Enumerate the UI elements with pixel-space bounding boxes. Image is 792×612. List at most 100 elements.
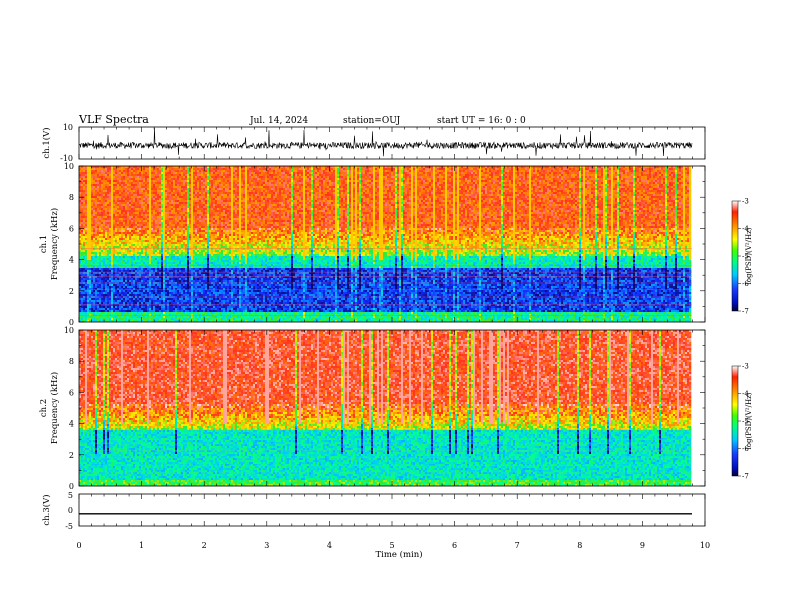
spectrogram-cell [147, 182, 149, 184]
spectrogram-cell [123, 304, 125, 306]
spectrogram-cell [117, 248, 119, 250]
spectrogram-cell [175, 284, 177, 286]
spectrogram-cell [169, 216, 171, 218]
spectrogram-cell [101, 262, 103, 264]
spectrogram-cell [145, 218, 147, 220]
spectrogram-cell [177, 196, 179, 198]
spectrogram-cell [171, 196, 173, 198]
spectrogram-cell [91, 210, 93, 212]
spectrogram-cell [95, 304, 97, 306]
spectrogram-cell [85, 202, 87, 204]
spectrogram-cell [131, 214, 133, 216]
spectrogram-cell [137, 236, 139, 238]
spectrogram-cell [125, 216, 127, 218]
spectrogram-cell [129, 266, 131, 268]
spectrogram-cell [151, 184, 153, 186]
spectrogram-cell [139, 180, 141, 182]
spectrogram-cell [135, 230, 137, 232]
spectrogram-cell [167, 178, 169, 180]
spectrogram-cell [167, 252, 169, 254]
spectrogram-cell [185, 222, 187, 224]
spectrogram-cell [99, 176, 101, 178]
spectrogram-cell [169, 260, 171, 262]
spectrogram-cell [173, 180, 175, 182]
spectrogram-cell [139, 190, 141, 192]
spectrogram-cell [161, 290, 163, 292]
spectrogram-cell [119, 182, 121, 184]
spectrogram-cell [95, 206, 97, 208]
spectrogram-cell [167, 242, 169, 244]
spectrogram-cell [89, 206, 91, 208]
spectrogram-cell [165, 178, 167, 180]
spectrogram-cell [83, 184, 85, 186]
spectrogram-cell [129, 196, 131, 198]
spectrogram-cell [93, 226, 95, 228]
spectrogram-cell [141, 298, 143, 300]
spectrogram-cell [171, 238, 173, 240]
spectrogram-cell [115, 180, 117, 182]
spectrogram-cell [115, 212, 117, 214]
spectrogram-cell [149, 212, 151, 214]
spectrogram-cell [103, 276, 105, 278]
spectrogram-cell [161, 260, 163, 262]
spectrogram-cell [173, 256, 175, 258]
spectrogram-cell [91, 250, 93, 252]
spectrogram-cell [139, 214, 141, 216]
spectrogram-cell [141, 278, 143, 280]
spectrogram-cell [115, 232, 117, 234]
spectrogram-cell [139, 206, 141, 208]
spectrogram-cell [149, 244, 151, 246]
spectrogram-cell [149, 240, 151, 242]
spectrogram-cell [155, 240, 157, 242]
spectrogram-cell [161, 198, 163, 200]
spectrogram-cell [119, 200, 121, 202]
spectrogram-cell [117, 198, 119, 200]
spectrogram-cell [121, 228, 123, 230]
spectrogram-cell [101, 246, 103, 248]
spectrogram-cell [125, 178, 127, 180]
spectrogram-cell [181, 240, 183, 242]
spectrogram-cell [135, 214, 137, 216]
spectrogram-cell [167, 238, 169, 240]
spectrogram-cell [111, 260, 113, 262]
spectrogram-cell [129, 258, 131, 260]
spectrogram-cell [137, 248, 139, 250]
spectrogram-cell [93, 180, 95, 182]
spectrogram-cell [113, 284, 115, 286]
spectrogram-cell [171, 234, 173, 236]
spectrogram-cell [159, 204, 161, 206]
spectrogram-cell [149, 184, 151, 186]
spectrogram-cell [113, 300, 115, 302]
spectrogram-cell [151, 300, 153, 302]
spectrogram-cell [103, 200, 105, 202]
spectrogram-cell [145, 286, 147, 288]
spectrogram-cell [149, 278, 151, 280]
spectrogram-cell [147, 180, 149, 182]
spectrogram-cell [159, 276, 161, 278]
spectrogram-cell [109, 198, 111, 200]
spectrogram-cell [105, 272, 107, 274]
spectrogram-cell [139, 226, 141, 228]
spectrogram-cell [149, 188, 151, 190]
spectrogram-cell [107, 174, 109, 176]
spectrogram-cell [187, 174, 189, 176]
spectrogram-cell [111, 218, 113, 220]
spectrogram-cell [183, 220, 185, 222]
spectrogram-cell [109, 306, 111, 308]
spectrogram-cell [107, 302, 109, 304]
spectrogram-cell [123, 252, 125, 254]
spectrogram-cell [179, 180, 181, 182]
spectrogram-cell [153, 306, 155, 308]
spectrogram-cell [181, 210, 183, 212]
spectrogram-cell [149, 220, 151, 222]
spectrogram-cell [169, 294, 171, 296]
spectrogram-cell [143, 276, 145, 278]
spectrogram-cell [165, 230, 167, 232]
spectrogram-cell [173, 316, 175, 318]
spectrogram-cell [83, 268, 85, 270]
spectrogram-cell [173, 284, 175, 286]
spectrogram-cell [129, 278, 131, 280]
spectrogram-cell [113, 318, 115, 320]
spectrogram-cell [137, 186, 139, 188]
spectrogram-cell [145, 234, 147, 236]
